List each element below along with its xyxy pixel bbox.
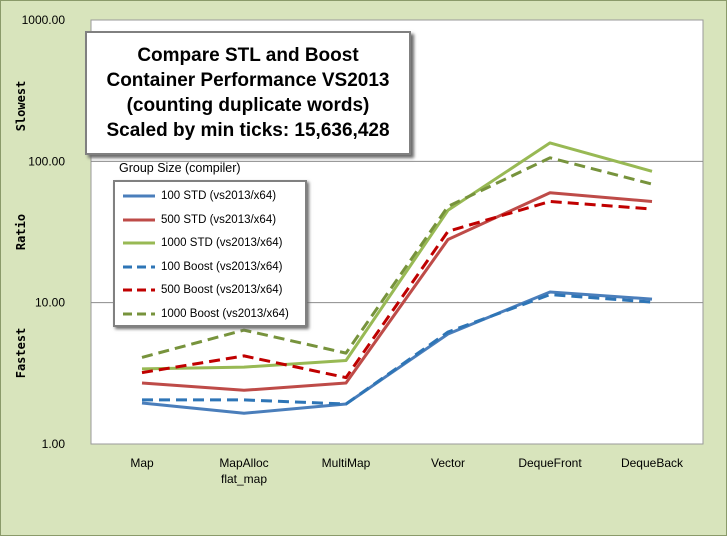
series-line: [141, 156, 653, 359]
x-tick-label: MapAlloc: [219, 456, 268, 470]
legend-swatch: [123, 218, 155, 221]
y-tick-label: 10.00: [35, 296, 65, 310]
legend-label: 500 STD (vs2013/x64): [161, 213, 277, 226]
legend-item: 500 Boost (vs2013/x64): [121, 280, 282, 300]
y-tick-label: 100.00: [28, 154, 65, 168]
y-side-label: Slowest: [14, 81, 28, 132]
chart-title: Compare STL and Boost Container Performa…: [85, 31, 411, 155]
x-tick-label: flat_map: [221, 472, 267, 486]
y-side-label: Fastest: [14, 328, 28, 379]
legend-swatch: [123, 288, 155, 292]
x-tick-label: Vector: [431, 456, 465, 470]
series-line: [141, 191, 653, 392]
legend-label: 1000 Boost (vs2013/x64): [161, 307, 289, 320]
legend-item: 1000 Boost (vs2013/x64): [121, 304, 289, 324]
legend-item: 500 STD (vs2013/x64): [121, 210, 276, 230]
x-tick-label: MultiMap: [322, 456, 371, 470]
legend-label: 100 Boost (vs2013/x64): [161, 260, 283, 273]
legend-item: 1000 STD (vs2013/x64): [121, 233, 282, 253]
legend-swatch: [123, 241, 155, 245]
legend-label: 500 Boost (vs2013/x64): [161, 284, 283, 296]
title-line-2: Container Performance VS2013: [106, 70, 390, 91]
legend: 100 STD (vs2013/x64) 500 STD (vs2013/x64)…: [113, 180, 307, 327]
y-tick-label: 1.00: [42, 437, 66, 451]
legend-label: 1000 STD (vs2013/x64): [161, 237, 283, 249]
title-line-3: (counting duplicate words): [126, 95, 370, 116]
x-tick-label: DequeBack: [621, 456, 684, 470]
y-side-label: Ratio: [14, 214, 28, 250]
legend-swatch: [123, 194, 155, 198]
legend-title: Group Size (compiler): [119, 161, 241, 175]
legend-item: 100 Boost (vs2013/x64): [121, 257, 282, 277]
legend-swatch: [123, 265, 155, 268]
title-line-1: Compare STL and Boost: [137, 45, 359, 66]
series-line: [142, 293, 653, 406]
series-line: [141, 141, 653, 371]
legend-label: 100 STD (vs2013/x64): [161, 190, 277, 202]
series-line: [141, 200, 653, 380]
title-line-4: Scaled by min ticks: 15,636,428: [106, 120, 390, 141]
legend-swatch: [123, 312, 155, 315]
legend-item: 100 STD (vs2013/x64): [121, 186, 276, 206]
x-tick-label: Map: [130, 456, 154, 470]
y-tick-label: 1000.00: [22, 13, 66, 27]
x-tick-label: DequeFront: [518, 456, 582, 470]
